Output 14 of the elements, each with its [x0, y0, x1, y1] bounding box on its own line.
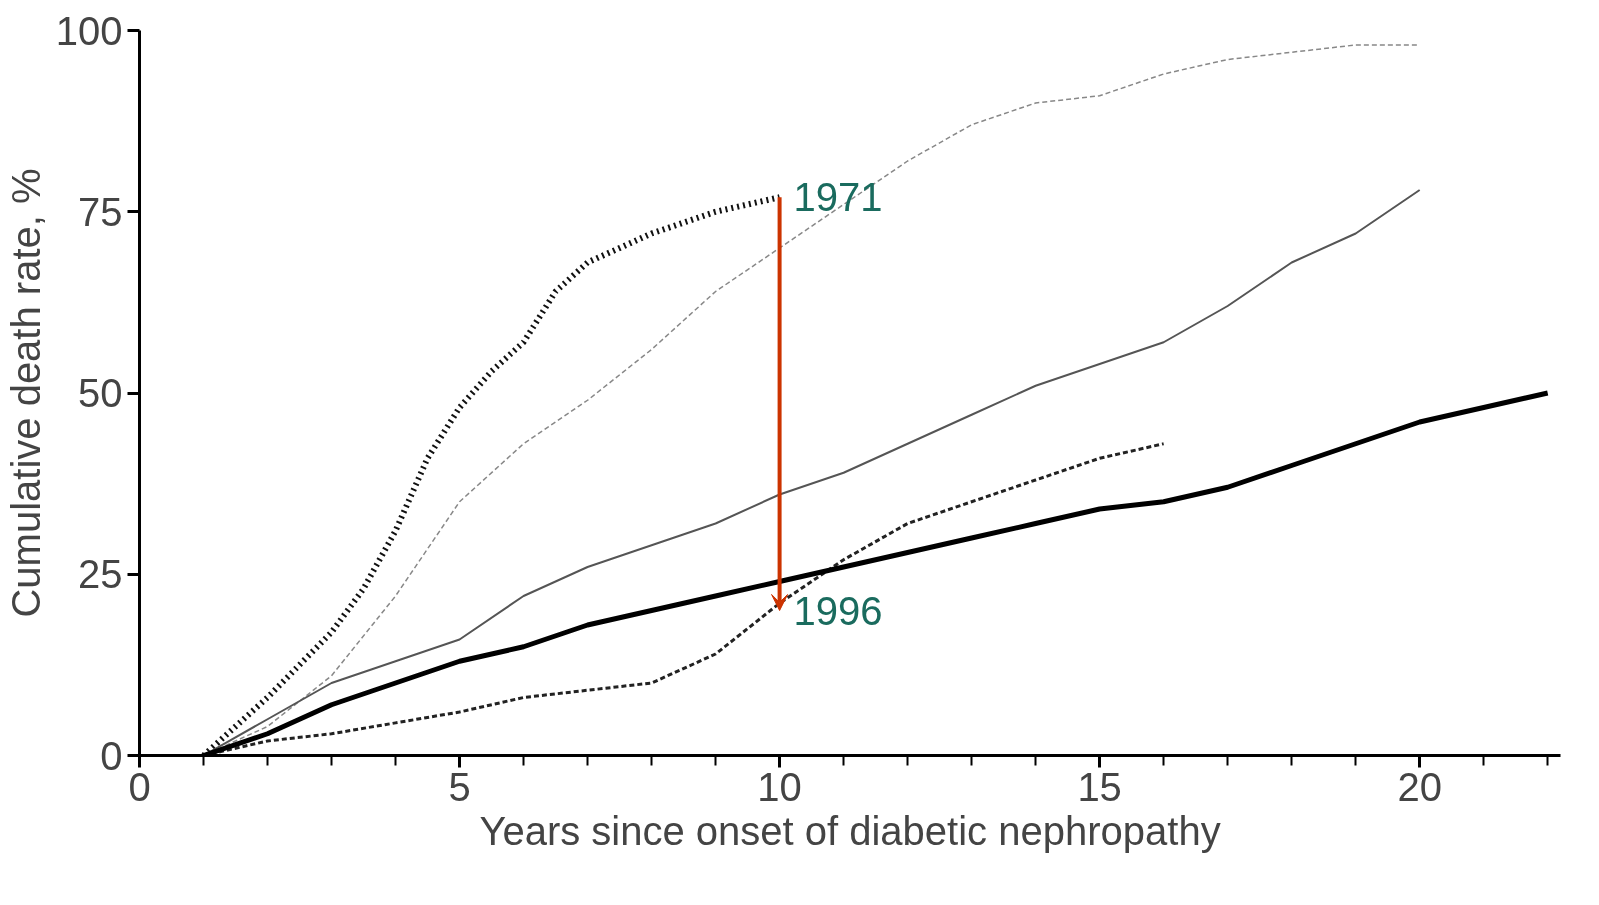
y-tick-label: 100	[55, 8, 123, 53]
annotation: 1971	[793, 175, 883, 220]
y-tick-label: 75	[78, 189, 123, 234]
x-tick-label: 10	[757, 764, 802, 809]
x-tick-label: 0	[128, 764, 151, 809]
y-tick-label: 50	[78, 371, 123, 415]
x-axis-title: Years since onset of diabetic nephropathy	[479, 808, 1221, 853]
annotation: 1996	[793, 588, 883, 633]
y-axis-title: Cumulative death rate, %	[3, 168, 48, 618]
x-tick-label: 5	[448, 764, 471, 809]
x-tick-label: 15	[1077, 764, 1122, 809]
x-tick-label: 20	[1397, 764, 1442, 809]
y-tick-label: 0	[100, 733, 123, 778]
y-tick-label: 25	[78, 552, 123, 597]
